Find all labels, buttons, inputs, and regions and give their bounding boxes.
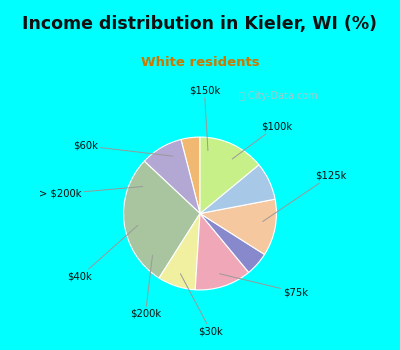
Text: $30k: $30k	[180, 274, 223, 336]
Text: > $200k: > $200k	[39, 187, 143, 199]
Text: White residents: White residents	[141, 56, 259, 69]
Wedge shape	[195, 214, 249, 290]
Text: Ⓣ City-Data.com: Ⓣ City-Data.com	[239, 91, 318, 100]
Text: $200k: $200k	[130, 256, 161, 319]
Wedge shape	[124, 161, 200, 278]
Wedge shape	[200, 165, 275, 214]
Text: $125k: $125k	[263, 170, 347, 222]
Text: $60k: $60k	[73, 141, 173, 156]
Wedge shape	[144, 139, 200, 214]
Text: $75k: $75k	[220, 274, 308, 297]
Wedge shape	[159, 214, 200, 290]
Wedge shape	[200, 137, 259, 214]
Wedge shape	[200, 199, 276, 254]
Text: $100k: $100k	[232, 121, 292, 159]
Wedge shape	[200, 214, 264, 272]
Text: $150k: $150k	[189, 85, 220, 150]
Wedge shape	[181, 137, 200, 214]
Text: $40k: $40k	[68, 225, 138, 282]
Text: Income distribution in Kieler, WI (%): Income distribution in Kieler, WI (%)	[22, 15, 378, 33]
